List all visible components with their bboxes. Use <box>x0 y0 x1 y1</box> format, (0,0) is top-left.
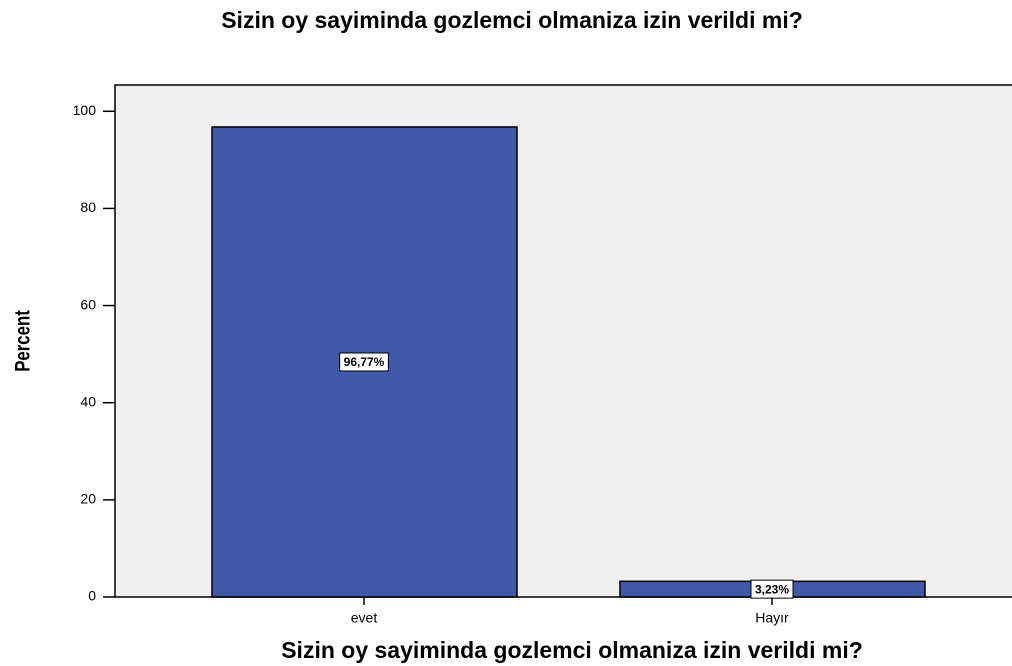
y-tick-label: 20 <box>80 491 96 507</box>
x-tick-label: Hayır <box>755 610 789 626</box>
y-tick-label: 40 <box>80 393 96 409</box>
y-tick-label: 60 <box>80 296 96 312</box>
value-label-box <box>750 579 794 599</box>
value-label: 3,23% <box>755 582 789 596</box>
y-tick-label: 100 <box>73 102 97 118</box>
y-tick-label: 80 <box>80 199 96 215</box>
value-label: 96,77% <box>344 355 385 369</box>
y-tick-label: 0 <box>88 588 96 604</box>
x-tick-label: evet <box>351 610 378 626</box>
chart-title: Sizin oy sayiminda gozlemci olmaniza izi… <box>221 7 803 33</box>
x-axis-label: Sizin oy sayiminda gozlemci olmaniza izi… <box>281 637 863 663</box>
value-label-box <box>339 352 389 372</box>
y-axis-label: Percent <box>12 310 35 372</box>
